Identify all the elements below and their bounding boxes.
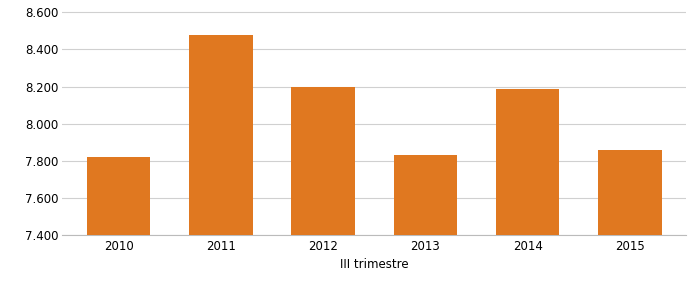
Bar: [394, 156, 457, 287]
Bar: [87, 157, 150, 287]
Bar: [496, 88, 559, 287]
X-axis label: III trimestre: III trimestre: [340, 258, 409, 271]
Bar: [189, 35, 252, 287]
Bar: [291, 87, 355, 287]
Bar: [598, 150, 662, 287]
